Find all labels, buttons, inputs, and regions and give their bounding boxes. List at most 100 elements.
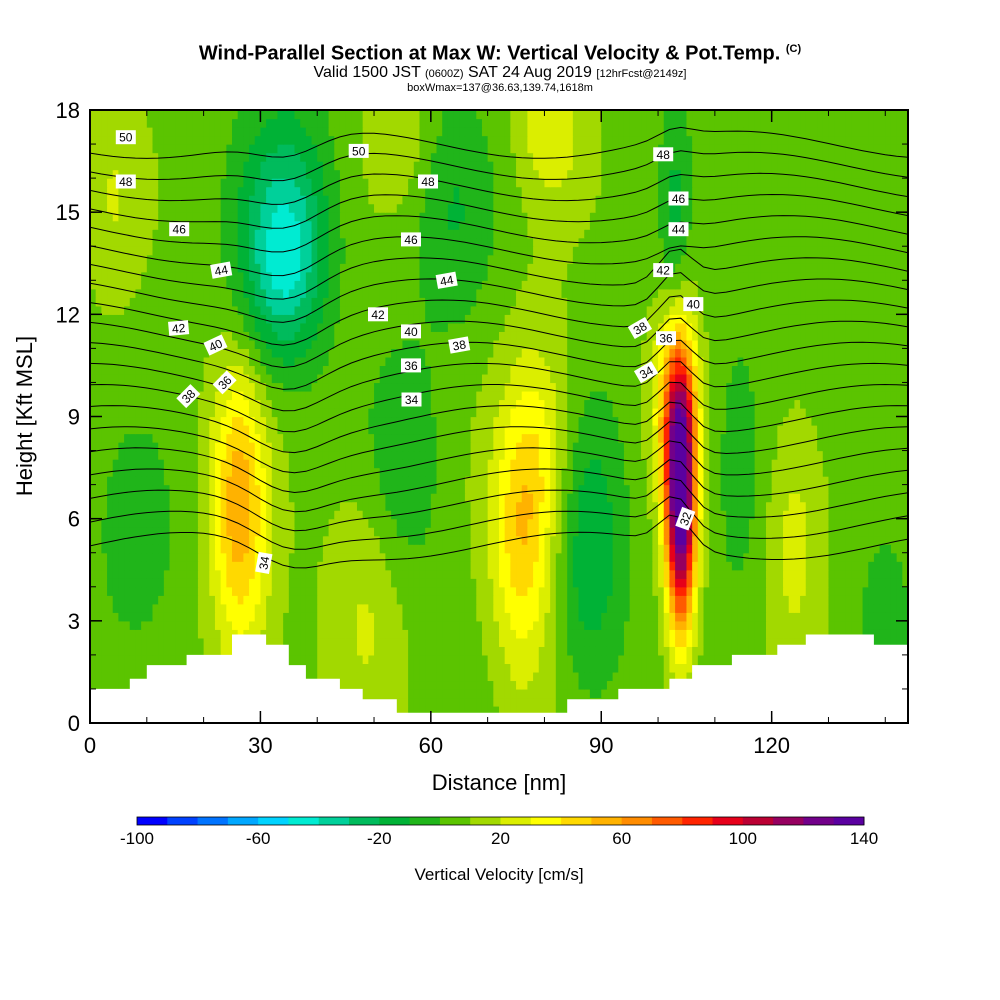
velocity-cell <box>203 646 210 656</box>
velocity-cell <box>578 586 585 596</box>
velocity-cell <box>811 561 818 571</box>
velocity-cell <box>447 705 455 716</box>
velocity-cell <box>533 671 540 682</box>
velocity-cell <box>447 535 455 545</box>
velocity-cell <box>828 595 835 605</box>
velocity-cell <box>209 629 216 639</box>
velocity-cell <box>879 620 886 630</box>
velocity-cell <box>862 544 869 554</box>
velocity-cell <box>101 425 108 435</box>
velocity-cell <box>442 663 449 673</box>
velocity-cell <box>572 527 580 537</box>
velocity-cell <box>243 544 250 554</box>
velocity-cell <box>163 510 171 520</box>
velocity-cell <box>499 680 506 690</box>
velocity-cell <box>374 476 381 486</box>
velocity-cell <box>453 527 460 537</box>
velocity-cell <box>214 459 222 469</box>
velocity-cell <box>413 450 421 460</box>
velocity-cell <box>237 561 244 571</box>
velocity-cell <box>641 450 648 460</box>
velocity-cell <box>578 595 585 605</box>
velocity-cell <box>686 561 693 571</box>
velocity-cell <box>288 552 296 562</box>
velocity-cell <box>368 688 375 699</box>
velocity-cell <box>817 467 824 477</box>
velocity-cell <box>504 680 511 690</box>
velocity-cell <box>680 671 688 682</box>
velocity-cell <box>209 442 216 452</box>
velocity-cell <box>374 433 381 443</box>
velocity-cell <box>731 629 739 639</box>
velocity-cell <box>868 467 875 477</box>
velocity-cell <box>788 561 795 571</box>
velocity-cell <box>186 612 193 622</box>
velocity-cell <box>680 501 688 511</box>
velocity-cell <box>226 476 233 486</box>
velocity-cell <box>618 620 625 630</box>
velocity-cell <box>822 561 830 571</box>
velocity-cell <box>856 510 864 520</box>
velocity-cell <box>442 629 449 639</box>
velocity-cell <box>658 518 665 528</box>
velocity-cell <box>260 450 267 460</box>
velocity-cell <box>561 671 568 682</box>
velocity-cell <box>476 697 483 707</box>
velocity-cell <box>175 425 182 435</box>
velocity-cell <box>470 654 477 664</box>
velocity-cell <box>328 501 335 511</box>
velocity-cell <box>481 671 489 682</box>
velocity-cell <box>163 620 171 630</box>
velocity-cell <box>209 425 216 435</box>
velocity-cell <box>141 544 148 554</box>
velocity-cell <box>481 680 489 690</box>
velocity-cell <box>777 612 784 622</box>
velocity-cell <box>152 646 159 656</box>
velocity-cell <box>584 484 591 494</box>
velocity-cell <box>266 578 273 588</box>
velocity-cell <box>641 459 648 469</box>
velocity-cell <box>567 680 574 690</box>
velocity-cell <box>589 501 597 511</box>
velocity-cell <box>652 612 659 622</box>
velocity-cell <box>294 484 301 494</box>
velocity-cell <box>499 476 506 486</box>
velocity-cell <box>470 510 477 520</box>
velocity-cell <box>95 603 102 613</box>
velocity-cell <box>777 578 784 588</box>
velocity-cell <box>169 637 176 647</box>
velocity-cell <box>834 433 841 443</box>
velocity-cell <box>158 450 165 460</box>
velocity-cell <box>521 620 528 630</box>
velocity-cell <box>385 629 392 639</box>
velocity-cell <box>447 663 455 673</box>
velocity-cell <box>561 586 568 596</box>
velocity-cell <box>578 493 585 503</box>
velocity-cell <box>192 484 199 494</box>
velocity-cell <box>828 535 835 545</box>
velocity-cell <box>493 612 500 622</box>
velocity-cell <box>334 637 341 647</box>
velocity-cell <box>726 578 733 588</box>
velocity-cell <box>851 569 858 579</box>
velocity-cell <box>402 586 409 596</box>
velocity-cell <box>623 433 631 443</box>
velocity-cell <box>453 637 460 647</box>
velocity-cell <box>396 518 404 528</box>
velocity-cell <box>368 569 375 579</box>
velocity-cell <box>129 586 137 596</box>
velocity-cell <box>408 433 415 443</box>
velocity-cell <box>493 510 500 520</box>
velocity-cell <box>748 493 756 503</box>
velocity-cell <box>533 595 540 605</box>
velocity-cell <box>141 663 148 673</box>
velocity-cell <box>300 586 307 596</box>
velocity-cell <box>800 442 807 452</box>
velocity-cell <box>743 595 750 605</box>
velocity-cell <box>476 595 483 605</box>
velocity-cell <box>885 603 892 613</box>
velocity-cell <box>220 552 227 562</box>
velocity-cell <box>158 603 165 613</box>
velocity-cell <box>379 569 386 579</box>
velocity-cell <box>214 442 222 452</box>
